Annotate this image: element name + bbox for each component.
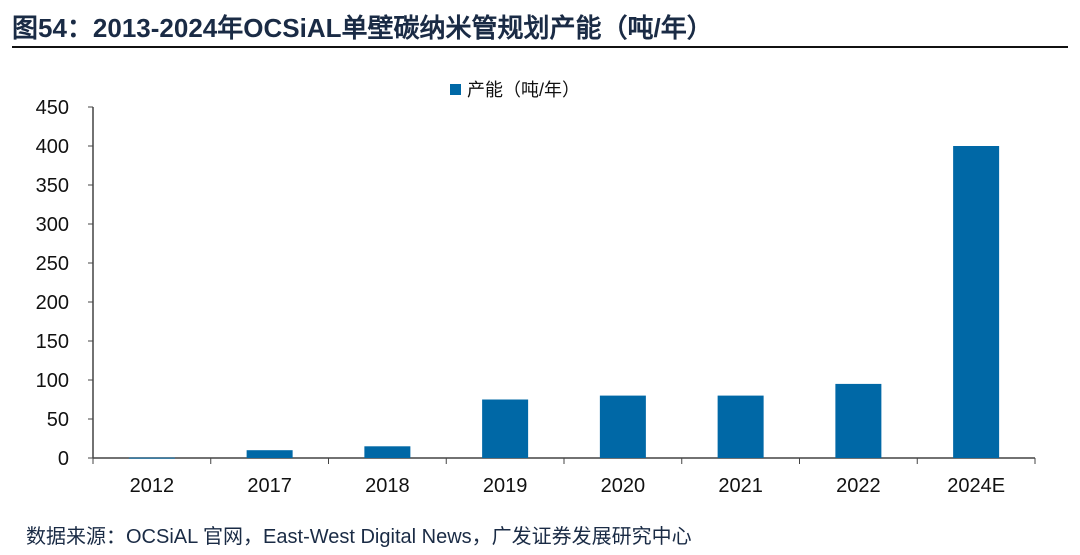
- bar-2022: [835, 383, 882, 458]
- y-tick-label: 300: [36, 214, 69, 236]
- y-tick-label: 250: [36, 253, 69, 275]
- x-tick-label: 2021: [718, 475, 763, 497]
- y-tick-label: 100: [36, 370, 69, 392]
- y-tick-label: 50: [47, 409, 69, 431]
- y-tick-label: 200: [36, 292, 69, 314]
- bar-2021: [717, 395, 764, 458]
- legend-label: 产能（吨/年）: [467, 80, 580, 100]
- bar-2012: [128, 457, 175, 459]
- bar-2024E: [953, 146, 1000, 458]
- x-tick-label: 2017: [247, 475, 292, 497]
- title-divider: [12, 46, 1068, 48]
- x-tick-label: 2020: [601, 475, 646, 497]
- x-tick-label: 2024E: [947, 475, 1005, 497]
- x-tick-label: 2022: [836, 475, 881, 497]
- x-tick-label: 2012: [130, 475, 175, 497]
- source-note: 数据来源：OCSiAL 官网，East-West Digital News，广发…: [26, 526, 692, 548]
- x-tick-label: 2018: [365, 475, 410, 497]
- y-tick-label: 150: [36, 331, 69, 353]
- bar-chart: 0 50 100 150 200 250 300 350 400 450 2012 2017 2018 2…: [36, 80, 1036, 497]
- y-tick-label: 350: [36, 175, 69, 197]
- x-tick-label: 2019: [483, 475, 528, 497]
- bar-2019: [482, 399, 529, 458]
- y-tick-label: 400: [36, 136, 69, 158]
- bar-2017: [246, 450, 293, 458]
- legend-swatch: [450, 84, 461, 95]
- y-tick-label: 450: [36, 97, 69, 119]
- figure-title: 图54：2013-2024年OCSiAL单壁碳纳米管规划产能（吨/年）: [12, 13, 713, 43]
- bar-2018: [364, 446, 411, 458]
- y-tick-label: 0: [58, 448, 69, 470]
- bar-2020: [599, 395, 646, 458]
